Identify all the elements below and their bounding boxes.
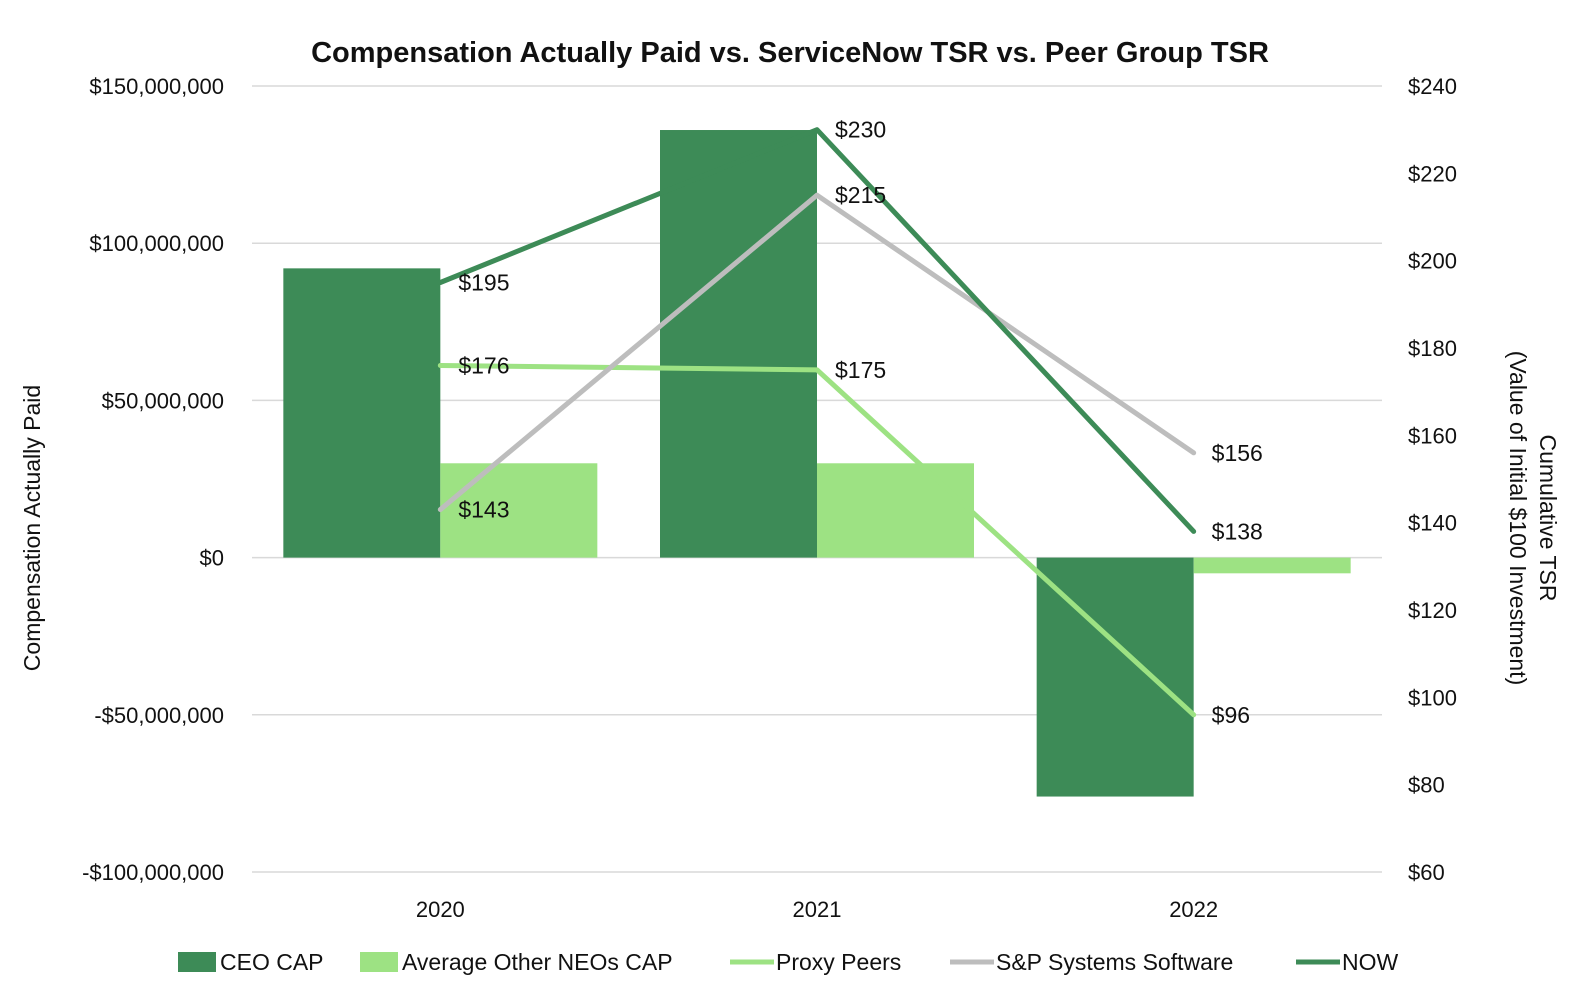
legend-swatch-ceo-cap bbox=[178, 952, 216, 972]
data-label-now-2021: $230 bbox=[835, 117, 886, 143]
right-tick-label: $180 bbox=[1408, 336, 1457, 361]
data-label-sandp-systems-software-2022: $156 bbox=[1212, 440, 1263, 466]
left-tick-label: $150,000,000 bbox=[89, 74, 224, 99]
right-tick-label: $60 bbox=[1408, 860, 1445, 885]
right-axis-title-line1: Cumulative TSR bbox=[1535, 434, 1561, 601]
x-tick-label: 2022 bbox=[1169, 897, 1218, 922]
legend-label-sandp-systems-software: S&P Systems Software bbox=[996, 949, 1233, 975]
data-label-now-2022: $138 bbox=[1212, 518, 1263, 544]
legend-item-now: NOW bbox=[1296, 949, 1399, 975]
data-label-sandp-systems-software-2021: $215 bbox=[835, 182, 886, 208]
legend-label-now: NOW bbox=[1342, 949, 1399, 975]
right-tick-label: $120 bbox=[1408, 598, 1457, 623]
right-tick-label: $140 bbox=[1408, 511, 1457, 536]
left-axis-title: Compensation Actually Paid bbox=[19, 385, 45, 671]
x-tick-label: 2021 bbox=[793, 897, 842, 922]
left-tick-label: $50,000,000 bbox=[102, 388, 224, 413]
bar-average-other-neos-cap-2022 bbox=[1194, 558, 1351, 574]
right-axis: $240 $220 $200 $180 $160 $140 $120 $100 $80 $60 bbox=[1408, 74, 1457, 885]
bar-ceo-cap-2020 bbox=[283, 268, 440, 557]
right-tick-label: $160 bbox=[1408, 423, 1457, 448]
bar-series-layer bbox=[283, 130, 1350, 797]
legend-item-ceo-cap: CEO CAP bbox=[178, 949, 324, 975]
legend-label-proxy-peers: Proxy Peers bbox=[776, 949, 901, 975]
data-label-proxy-peers-2021: $175 bbox=[835, 357, 886, 383]
data-label-now-2020: $195 bbox=[458, 270, 509, 296]
legend-item-proxy-peers: Proxy Peers bbox=[730, 949, 901, 975]
data-label-sandp-systems-software-2020: $143 bbox=[458, 497, 509, 523]
right-tick-label: $240 bbox=[1408, 74, 1457, 99]
bar-ceo-cap-2021 bbox=[660, 130, 817, 558]
data-label-proxy-peers-2020: $176 bbox=[458, 352, 509, 378]
right-tick-label: $200 bbox=[1408, 249, 1457, 274]
legend-item-average-other-neos-cap: Average Other NEOs CAP bbox=[360, 949, 673, 975]
x-axis: 2020 2021 2022 bbox=[416, 897, 1218, 922]
chart-legend: CEO CAP Average Other NEOs CAP Proxy Peers… bbox=[178, 949, 1399, 975]
left-tick-label: $0 bbox=[200, 546, 224, 571]
legend-label-ceo-cap: CEO CAP bbox=[220, 949, 324, 975]
legend-item-sandp-systems-software: S&P Systems Software bbox=[950, 949, 1233, 975]
right-tick-label: $220 bbox=[1408, 161, 1457, 186]
bar-average-other-neos-cap-2021 bbox=[817, 463, 974, 557]
left-axis: $150,000,000 $100,000,000 $50,000,000 $0 -$5… bbox=[82, 74, 224, 885]
legend-label-average-other-neos-cap: Average Other NEOs CAP bbox=[402, 949, 673, 975]
data-label-proxy-peers-2022: $96 bbox=[1212, 702, 1250, 728]
x-tick-label: 2020 bbox=[416, 897, 465, 922]
left-tick-label: -$100,000,000 bbox=[82, 860, 224, 885]
right-tick-label: $80 bbox=[1408, 773, 1445, 798]
chart-title: Compensation Actually Paid vs. ServiceNo… bbox=[311, 37, 1269, 69]
legend-swatch-average-other-neos-cap bbox=[360, 952, 398, 972]
left-tick-label: $100,000,000 bbox=[89, 231, 224, 256]
left-tick-label: -$50,000,000 bbox=[94, 703, 224, 728]
right-tick-label: $100 bbox=[1408, 685, 1457, 710]
right-axis-title-line2: (Value of Initial $100 Investment) bbox=[1505, 351, 1531, 686]
